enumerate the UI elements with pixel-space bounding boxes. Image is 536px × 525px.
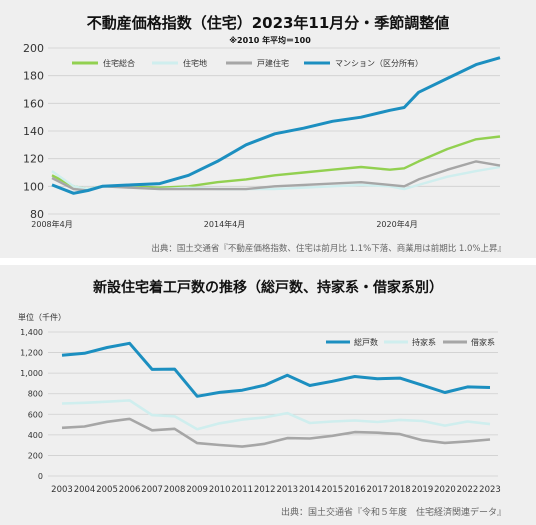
chart2-x-tick-label: 2004 [74, 485, 96, 495]
chart2-source-note: 出典：国土交通省『令和５年度 住宅経済関連データ』 [281, 506, 506, 518]
chart2-x-tick-label: 2010 [209, 485, 231, 495]
chart2-x-tick-label: 2022 [457, 485, 479, 495]
chart2-x-tick-label: 2013 [276, 485, 298, 495]
chart2-line-series-2 [61, 417, 491, 448]
chart2-x-tick-label: 2009 [186, 485, 208, 495]
chart1-legend: 住宅総合 住宅地 戸建住宅 マンション（区分所有） [72, 58, 423, 68]
chart2-y-tick-label: 800 [28, 390, 43, 399]
housing-starts-chart: 新設住宅着工戸数の推移（総戸数、持家系・借家系別） 単位（千件） 0 200 400… [18, 279, 506, 518]
chart2-x-tick-label: 2015 [321, 485, 343, 495]
chart2-x-tick-label: 2016 [344, 485, 366, 495]
chart1-x-tick-label: 2020年4月 [376, 219, 417, 229]
chart2-y-tick-label: 1,200 [20, 349, 43, 358]
chart2-legend-label: 持家系 [412, 337, 436, 347]
chart2-x-tick-label: 2007 [141, 485, 163, 495]
chart1-source-note: 出典：国土交通省『不動産価格指数、住宅は前月比 1.1%下落、商業用は前期比 1… [151, 243, 506, 254]
chart2-unit-label: 単位（千件） [18, 312, 66, 322]
chart2-x-tick-label: 2011 [231, 485, 253, 495]
chart2-y-tick-label: 600 [28, 410, 43, 419]
chart2-x-tick-label: 2003 [51, 485, 73, 495]
chart1-legend-label: マンション（区分所有） [335, 58, 423, 68]
chart2-y-tick-label: 1,000 [20, 369, 43, 378]
chart2-x-tick-label: 2019 [412, 485, 434, 495]
chart1-line-series-3 [51, 56, 501, 195]
chart1-y-tick-label: 200 [23, 42, 44, 55]
housing-price-index-panel: 不動産価格指数（住宅）2023年11月分・季節調整値 ※2010 年平均＝100… [0, 0, 536, 258]
chart1-y-tick-label: 80 [30, 208, 44, 221]
chart2-series-lines [61, 341, 491, 448]
chart2-x-tick-label: 2006 [119, 485, 141, 495]
chart2-y-tick-label: 400 [28, 431, 43, 440]
chart2-x-tick-label: 2008 [164, 485, 186, 495]
chart2-y-tick-label: 0 [38, 472, 43, 481]
chart2-x-tick-label: 2017 [367, 485, 389, 495]
chart2-title: 新設住宅着工戸数の推移（総戸数、持家系・借家系別） [93, 279, 443, 296]
chart1-y-tick-label: 140 [23, 125, 44, 138]
chart1-series-lines [51, 56, 501, 195]
chart1-legend-label: 住宅地 [183, 58, 207, 68]
chart2-line-series-1 [61, 399, 491, 431]
chart2-line-series-0 [61, 341, 491, 398]
chart1-y-tick-label: 180 [23, 70, 44, 83]
housing-starts-panel: 新設住宅着工戸数の推移（総戸数、持家系・借家系別） 単位（千件） 0 200 400… [0, 265, 536, 525]
chart2-x-tick-label: 2018 [389, 485, 411, 495]
chart1-y-tick-label: 100 [23, 180, 44, 193]
chart1-x-tick-label: 2008年4月 [31, 219, 72, 229]
chart2-legend-label: 借家系 [471, 337, 495, 347]
chart2-y-ticks: 0 200 400 600 800 1,000 1,200 1,400 [20, 328, 43, 481]
chart1-y-tick-label: 120 [23, 153, 44, 166]
chart1-x-tick-label: 2014年4月 [204, 219, 245, 229]
chart1-subtitle: ※2010 年平均＝100 [229, 35, 311, 45]
chart2-x-tick-label: 2014 [299, 485, 321, 495]
chart2-x-ticks: 2003 2004 2005 2006 2007 2008 2009 2010 2011 2012… [51, 485, 501, 495]
chart2-legend-label: 総戸数 [354, 337, 378, 347]
chart2-x-tick-label: 2020 [434, 485, 456, 495]
chart2-y-tick-label: 200 [28, 451, 43, 460]
chart2-legend: 総戸数 持家系 借家系 [326, 337, 495, 347]
chart1-legend-label: 戸建住宅 [257, 58, 289, 68]
chart1-title: 不動産価格指数（住宅）2023年11月分・季節調整値 [87, 14, 450, 32]
chart1-legend-label: 住宅総合 [103, 58, 135, 68]
chart2-x-tick-label: 2023 [479, 485, 501, 495]
chart2-y-tick-label: 1,400 [20, 328, 43, 337]
chart1-y-ticks: 80 100 120 140 160 180 200 [23, 42, 44, 221]
chart2-x-tick-label: 2012 [254, 485, 276, 495]
chart1-y-tick-label: 160 [23, 97, 44, 110]
chart2-x-tick-label: 2005 [96, 485, 118, 495]
chart2-gridlines [48, 331, 498, 477]
chart1-x-ticks: 2008年4月 2014年4月 2020年4月 [31, 219, 418, 229]
housing-price-index-chart: 不動産価格指数（住宅）2023年11月分・季節調整値 ※2010 年平均＝100… [23, 14, 506, 254]
